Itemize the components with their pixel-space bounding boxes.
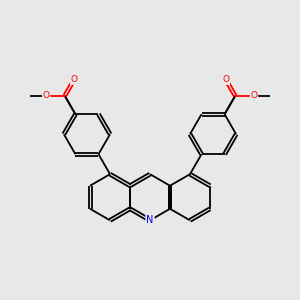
Text: N: N [146, 215, 154, 225]
Text: O: O [43, 91, 50, 100]
Text: O: O [222, 75, 230, 84]
Text: O: O [70, 75, 78, 84]
Text: O: O [250, 91, 257, 100]
